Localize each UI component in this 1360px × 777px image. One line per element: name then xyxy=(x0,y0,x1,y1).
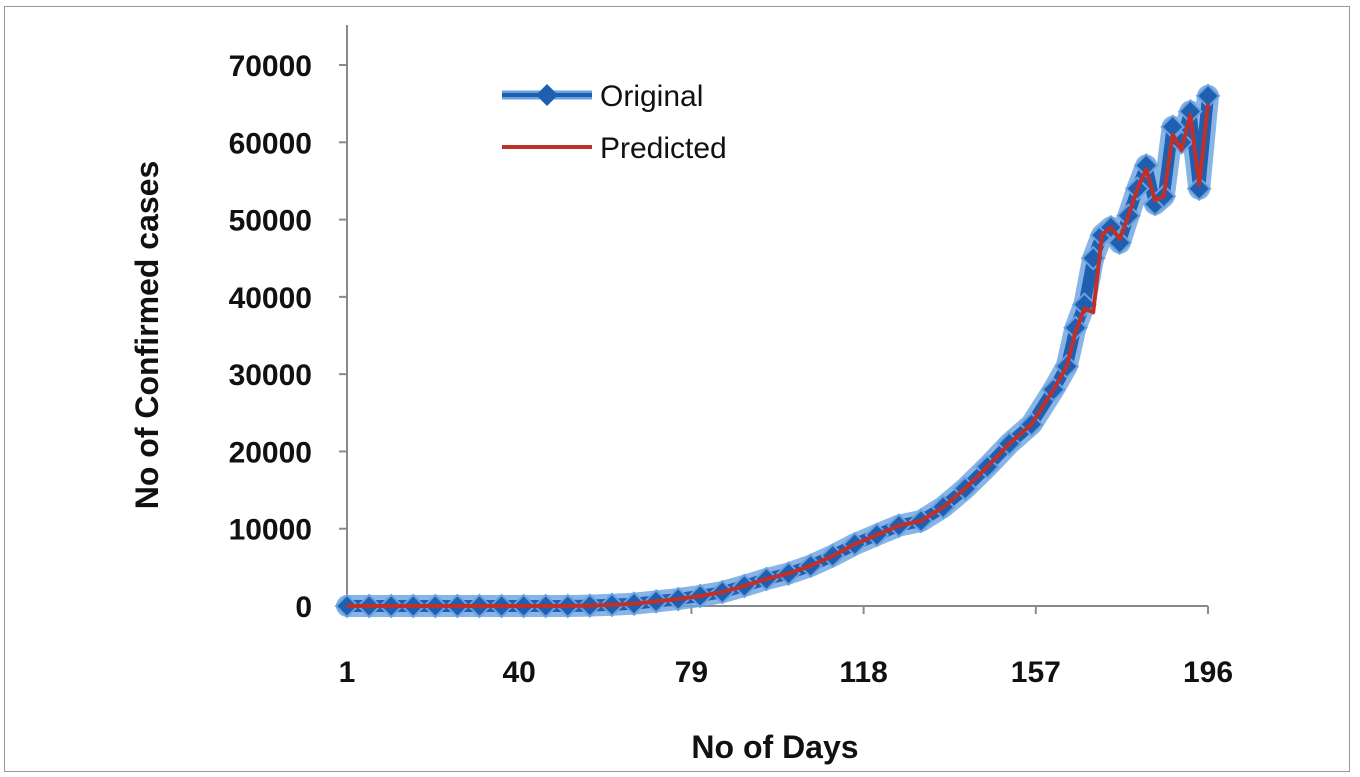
data-point-original xyxy=(1107,230,1133,256)
legend-label-predicted: Predicted xyxy=(600,132,727,165)
y-axis-title: No of Confirmed cases xyxy=(129,161,165,510)
x-tick-label: 157 xyxy=(1011,656,1061,689)
y-tick-label: 60000 xyxy=(229,127,312,160)
x-tick-label: 196 xyxy=(1183,656,1233,689)
x-tick-label: 1 xyxy=(339,656,356,689)
x-tick-label: 40 xyxy=(503,656,536,689)
y-tick-label: 30000 xyxy=(229,359,312,392)
x-axis-ticks: 1 40 79 118 157 196 xyxy=(339,606,1233,689)
series-layer xyxy=(334,83,1221,619)
x-tick-label: 118 xyxy=(839,656,887,689)
y-tick-label: 0 xyxy=(295,591,312,624)
legend-label-original: Original xyxy=(600,80,703,113)
legend-original-marker xyxy=(536,84,558,106)
y-tick-label: 10000 xyxy=(229,514,312,547)
y-tick-label: 20000 xyxy=(229,436,312,469)
y-tick-label: 40000 xyxy=(229,282,312,315)
figure-frame xyxy=(4,6,1350,772)
y-tick-label: 70000 xyxy=(229,50,312,83)
series-original-glow xyxy=(336,84,1219,617)
data-point-original xyxy=(1186,176,1212,202)
x-tick-label: 79 xyxy=(675,656,708,689)
series-predicted-line xyxy=(347,103,1210,608)
x-axis-title: No of Days xyxy=(691,729,858,765)
legend: Original Predicted xyxy=(502,80,727,165)
series-original-markers xyxy=(334,83,1221,619)
y-tick-label: 50000 xyxy=(229,205,312,238)
y-axis-ticks: 0 10000 20000 30000 40000 50000 60000 70000 xyxy=(229,50,347,624)
